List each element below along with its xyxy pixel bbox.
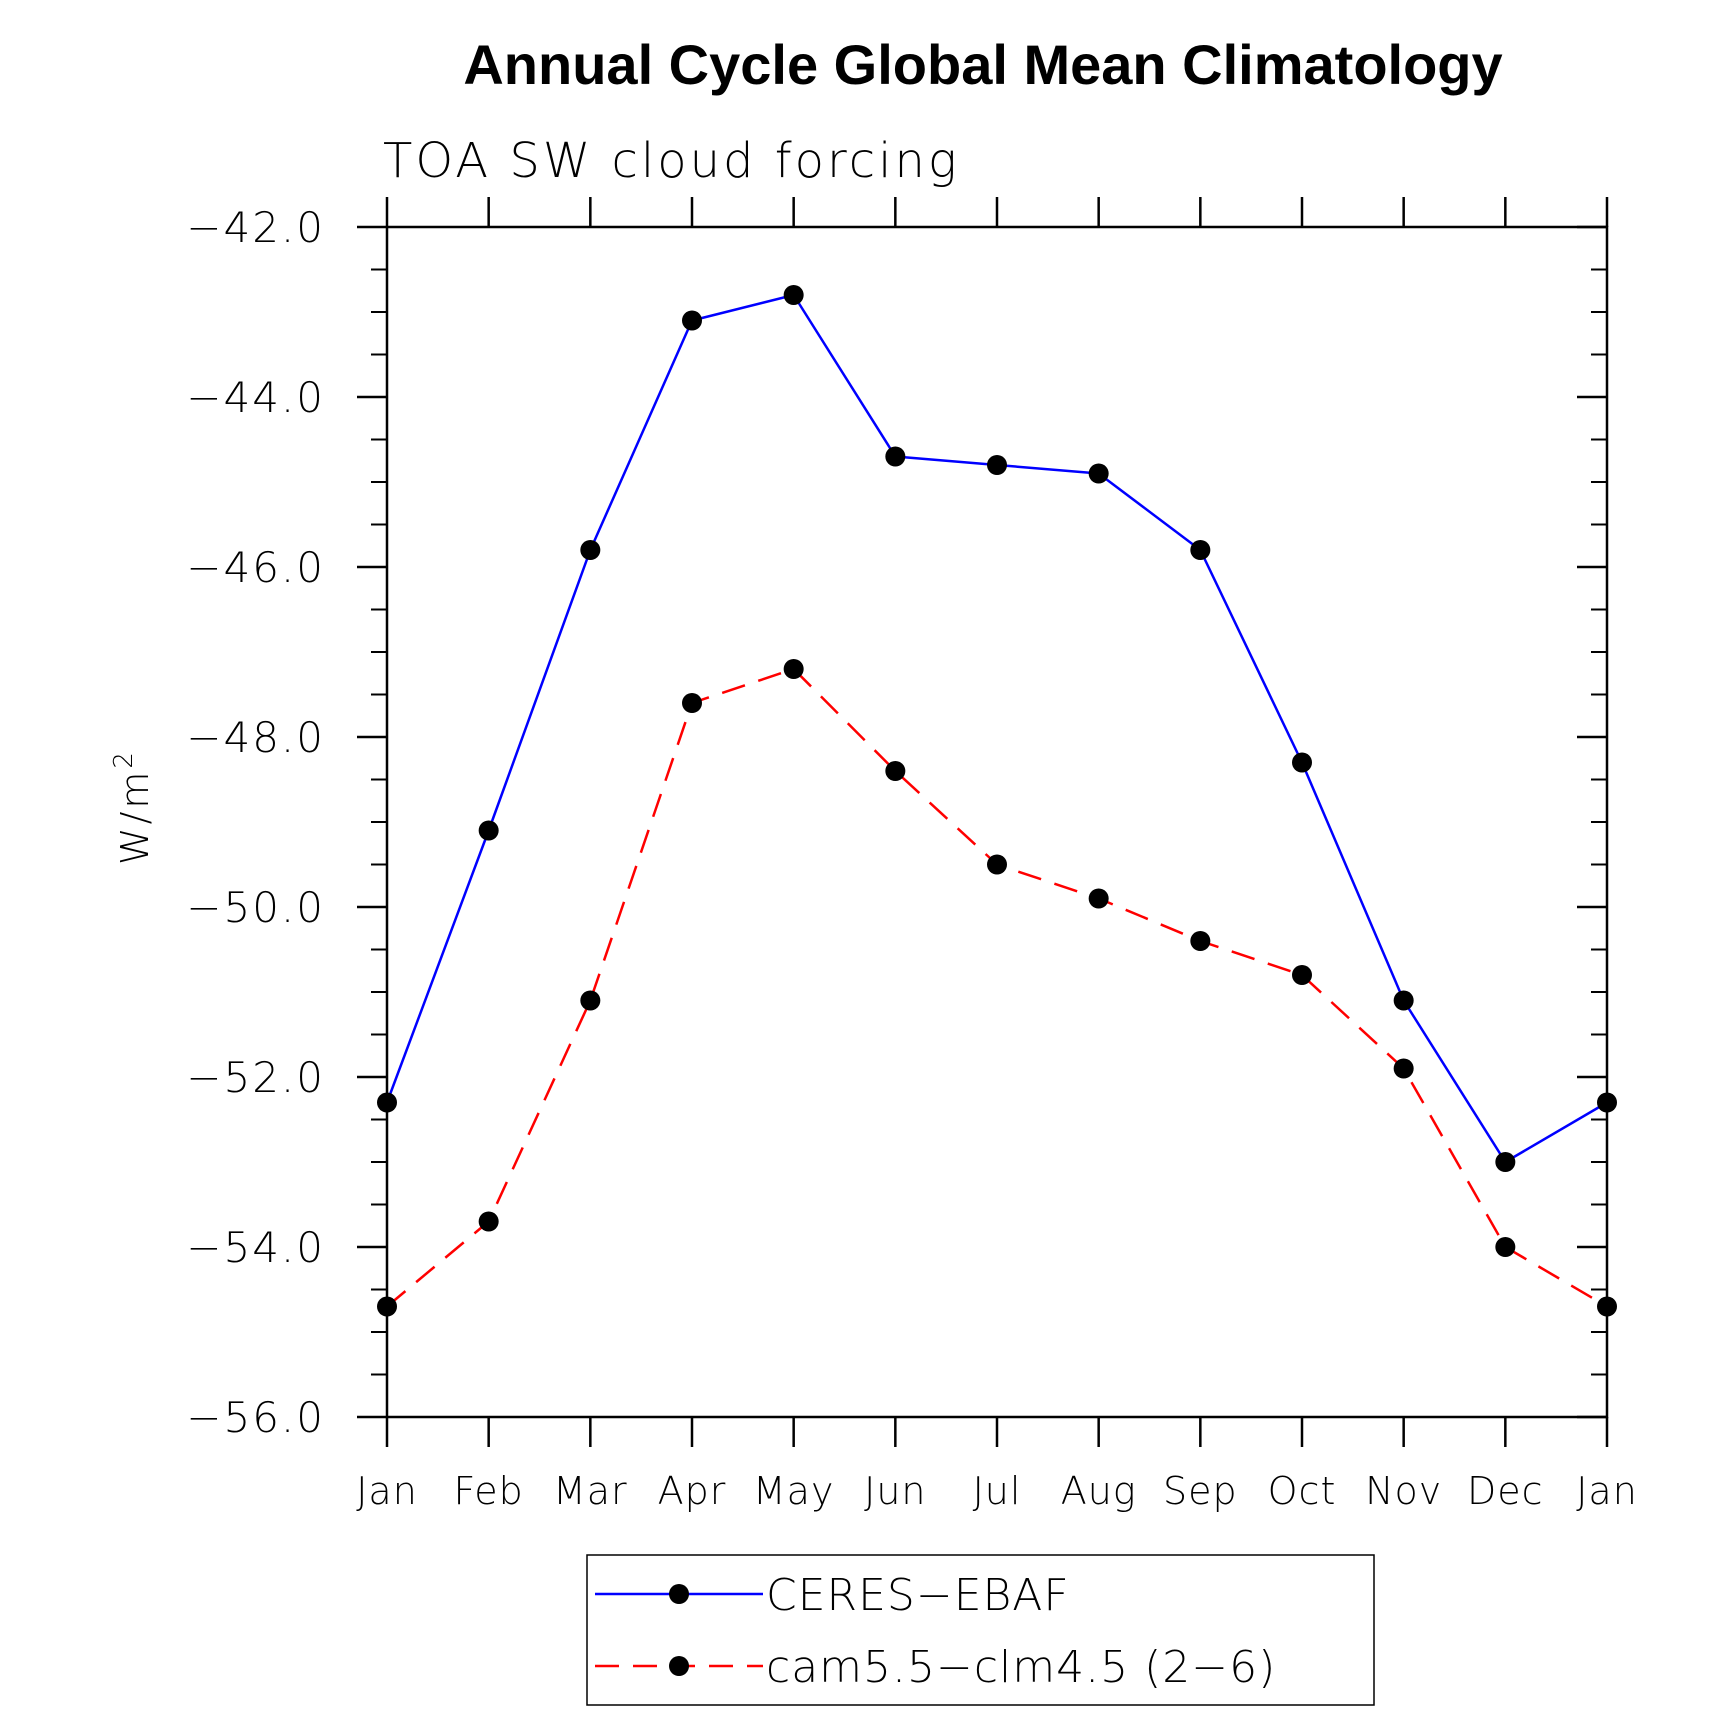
data-point-ceres <box>580 540 601 560</box>
data-point-cam <box>1495 1237 1516 1257</box>
series-line-ceres <box>385 293 1608 1164</box>
svg-text:W/m2: W/m2 <box>109 749 157 865</box>
series-line-cam <box>386 667 1608 1308</box>
data-point-ceres <box>885 446 906 467</box>
x-tick-label: Jun <box>864 1469 926 1513</box>
y-tick-label: −54.0 <box>186 1223 325 1272</box>
y-tick-label: −50.0 <box>186 883 325 932</box>
data-point-cam <box>1190 931 1211 951</box>
x-tick-label: Mar <box>553 1469 628 1513</box>
data-point-ceres <box>1597 1092 1617 1113</box>
data-point-ceres <box>478 820 499 841</box>
legend-marker-cam <box>669 1656 689 1676</box>
data-point-ceres <box>377 1092 397 1113</box>
chart-subtitle: TOA SW cloud forcing <box>383 133 960 189</box>
data-point-cam <box>885 761 906 781</box>
y-tick-label: −46.0 <box>186 543 325 592</box>
legend-marker-ceres <box>669 1584 689 1604</box>
legend-label-cam: cam5.5−clm4.5 (2−6) <box>766 1642 1276 1693</box>
series-layer <box>377 285 1617 1317</box>
axes-layer <box>357 197 1609 1447</box>
data-point-ceres <box>1292 752 1312 773</box>
x-tick-label: Jul <box>973 1469 1022 1513</box>
legend-box <box>586 1554 1375 1706</box>
data-point-cam <box>580 990 601 1011</box>
data-point-ceres <box>783 285 804 305</box>
x-tick-label: May <box>753 1469 835 1513</box>
y-tick-label: −48.0 <box>186 713 325 762</box>
x-tick-label: Dec <box>1467 1469 1544 1513</box>
y-tick-label: −42.0 <box>186 203 325 252</box>
data-point-cam <box>1292 965 1312 985</box>
data-point-ceres <box>1088 463 1109 484</box>
data-point-ceres <box>1495 1152 1516 1172</box>
y-axis-label-superscript: 2 <box>109 749 139 769</box>
y-tick-label: −44.0 <box>186 373 325 422</box>
data-point-cam <box>1597 1296 1617 1317</box>
chart-title: Annual Cycle Global Mean Climatology <box>463 33 1502 96</box>
data-point-ceres <box>1190 540 1211 560</box>
x-tick-label: Aug <box>1061 1469 1137 1513</box>
data-point-ceres <box>1393 990 1414 1011</box>
x-tick-label: Nov <box>1365 1469 1442 1513</box>
y-axis-label-text: W/m <box>113 769 157 865</box>
x-tick-labels: Jan Feb Mar Apr May Jun Jul Aug Sep Oct Nov Dec Jan <box>356 1469 1638 1513</box>
legend-label-ceres: CERES−EBAF <box>766 1570 1070 1621</box>
data-point-ceres <box>987 455 1007 475</box>
plot-frame <box>385 225 1609 1419</box>
data-point-cam <box>783 659 804 679</box>
x-tick-label: Oct <box>1268 1469 1337 1513</box>
legend: CERES−EBAF cam5.5−clm4.5 (2−6) <box>586 1554 1375 1706</box>
y-tick-label: −56.0 <box>186 1393 325 1442</box>
data-point-cam <box>478 1211 499 1232</box>
x-tick-label: Feb <box>454 1469 524 1513</box>
x-tick-label: Jan <box>1576 1469 1638 1513</box>
data-point-cam <box>682 693 702 713</box>
y-tick-label: −52.0 <box>186 1053 325 1102</box>
data-point-cam <box>1393 1058 1414 1079</box>
data-point-cam <box>377 1296 397 1317</box>
y-tick-labels: −42.0 −44.0 −46.0 −48.0 −50.0 −52.0 −54.0 −56.0 <box>186 203 325 1442</box>
data-point-cam <box>1088 888 1109 909</box>
x-tick-label: Jan <box>356 1469 418 1513</box>
x-tick-label: Apr <box>658 1469 727 1513</box>
data-point-ceres <box>682 310 702 331</box>
y-axis-label: W/m2 <box>109 749 157 865</box>
data-point-cam <box>987 854 1007 875</box>
x-tick-label: Sep <box>1163 1469 1238 1513</box>
